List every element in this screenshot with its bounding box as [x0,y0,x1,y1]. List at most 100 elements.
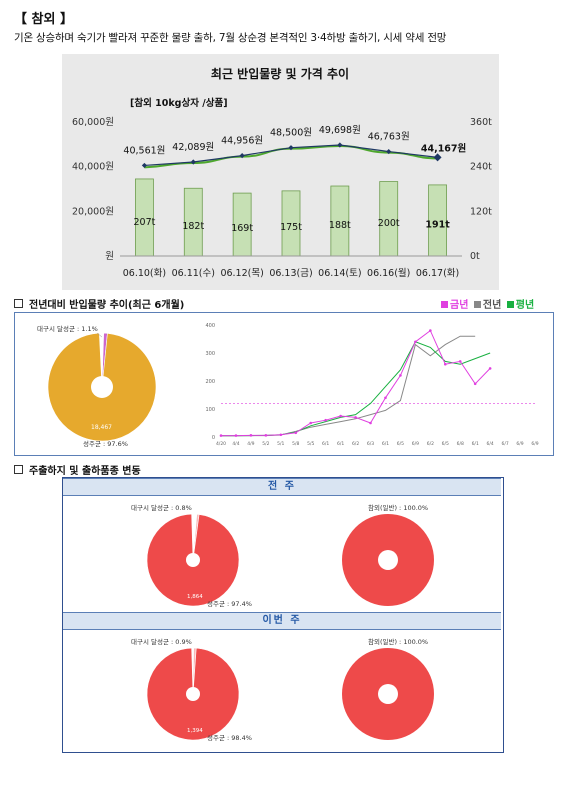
pie-value-label: 18,467 [91,424,112,431]
volume-bar-label: 207t [133,217,155,228]
page-title: 【 참외 】 [14,12,73,27]
left-axis-tick-label: 원 [105,251,114,262]
x-tick-label: 6/9 [516,441,523,447]
series-point [354,416,357,419]
y-tick-label: 400 [205,323,215,329]
x-tick-label: 6/5 [397,441,404,447]
pie-hole [186,553,200,567]
y-tick-label: 0 [212,435,215,441]
series-point [443,362,447,366]
origin-panel: 전 주 대구시 달성군 : 0.8% 성주군 : 97.4% 1,864 참외(일반… [62,477,504,753]
pie-label-dalseong: 대구시 달성군 : 0.9% [131,637,192,646]
volume-bar-label: 175t [280,222,302,233]
left-axis-tick-label: 40,000원 [72,162,114,173]
pie-hole [378,684,398,704]
x-axis-category-label: 06.14(토) [318,268,361,279]
chart-subtitle: [참외 10kg상자 /상품] [130,97,228,109]
series-point [309,421,313,425]
pie-label-seongju: 성주군 : 97.6% [83,439,128,448]
series-point [324,418,327,422]
x-axis-category-label: 06.11(수) [172,268,215,279]
x-tick-label: 5/8 [292,441,299,447]
series-point [249,434,253,437]
prev-week-variety-pie: 참외(일반) : 100.0% [342,503,434,606]
series-line [221,335,476,437]
x-tick-label: 6/1 [322,441,329,447]
price-point-label: 44,167원 [421,142,466,154]
series-point [339,414,342,418]
x-tick-label: 6/1 [382,441,389,447]
page-subtitle: 기온 상승하며 숙기가 빨라져 꾸준한 물량 출하, 7월 상순경 본격적인 3… [14,32,447,44]
x-tick-label: 5/2 [262,441,269,447]
pie-label-seongju: 성주군 : 98.4% [207,733,252,742]
series-point [219,434,223,437]
y-tick-label: 300 [205,351,215,357]
price-point [337,142,343,148]
right-axis-tick-label: 240t [470,162,492,173]
pie-value-label: 1,394 [187,728,203,734]
legend-normal-year: 평년 [515,300,535,311]
legend-swatch-last-year [473,301,481,308]
x-tick-label: 6/2 [352,441,359,447]
legend-swatch-normal-year [506,301,514,308]
this-week-variety-pie: 참외(일반) : 100.0% [342,637,434,740]
x-axis-category-label: 06.17(화) [416,268,459,279]
x-tick-label: 6/5 [442,441,449,447]
price-point-label: 40,561원 [123,145,165,156]
right-axis-tick-label: 360t [470,117,492,128]
pie-value-label: 1,864 [187,594,203,600]
legend-this-year: 금년 [450,300,469,311]
x-axis-category-label: 06.13(금) [269,268,312,279]
price-point-label: 44,956원 [221,136,263,147]
volume-bar-label: 182t [182,221,204,232]
x-tick-label: 6/3 [367,441,374,447]
price-point [386,148,392,155]
y-tick-label: 200 [205,379,215,385]
series-point [384,396,387,400]
price-point-label: 48,500원 [270,128,312,139]
x-tick-label: 6/8 [457,441,464,447]
series-point [264,434,268,437]
price-point-label: 49,698원 [319,125,361,136]
x-tick-label: 6/9 [531,441,538,447]
x-axis-category-label: 06.10(화) [123,268,166,279]
series-point [414,340,417,344]
pie-label-seongju: 성주군 : 97.4% [207,599,252,608]
volume-bar-label: 188t [329,220,351,231]
series-point [429,329,432,332]
price-point [141,162,148,169]
y-tick-label: 100 [205,407,215,413]
panel-this-week-heading: 이번 주 [63,612,501,630]
pie-leader-line [96,332,103,338]
series-point [369,421,372,425]
x-tick-label: 6/7 [501,441,508,447]
x-tick-label: 6/1 [337,441,344,447]
this-week-origin-pie: 대구시 달성군 : 0.9% 성주군 : 98.4% 1,394 [131,637,252,742]
pie-label-variety: 참외(일반) : 100.0% [368,503,428,512]
series-point [458,360,462,363]
x-tick-label: 6/9 [412,441,419,447]
checkbox-square-icon [14,299,23,308]
series-point [399,374,402,377]
legend-last-year: 전년 [482,300,502,311]
series-point [473,382,477,386]
yoy-heading-text: 전년대비 반입물량 추이(최근 6개월) [29,300,185,311]
series-point [234,434,238,437]
panel-prev-week-heading: 전 주 [63,478,501,496]
chart-title: 최근 반입물량 및 가격 추이 [211,66,349,81]
series-point [294,431,298,435]
x-tick-label: 6/1 [472,441,479,447]
checkbox-square-icon [14,465,23,474]
price-volume-chart: 최근 반입물량 및 가격 추이 [참외 10kg상자 /상품] 원 20,000원 40… [62,54,499,290]
x-axis-category-label: 06.12(목) [220,268,263,279]
price-volume-chart-svg: 최근 반입물량 및 가격 추이 [참외 10kg상자 /상품] 원 20,000원 40… [72,66,492,279]
series-line [221,341,491,437]
price-point [239,152,245,159]
x-tick-label: 4/20 [216,441,226,447]
x-tick-label: 5/5 [307,441,314,447]
right-axis-tick-label: 0t [470,251,480,262]
pie-hole [378,550,398,570]
price-point [433,153,442,162]
x-tick-label: 5/1 [277,441,284,447]
series-point [488,367,492,370]
